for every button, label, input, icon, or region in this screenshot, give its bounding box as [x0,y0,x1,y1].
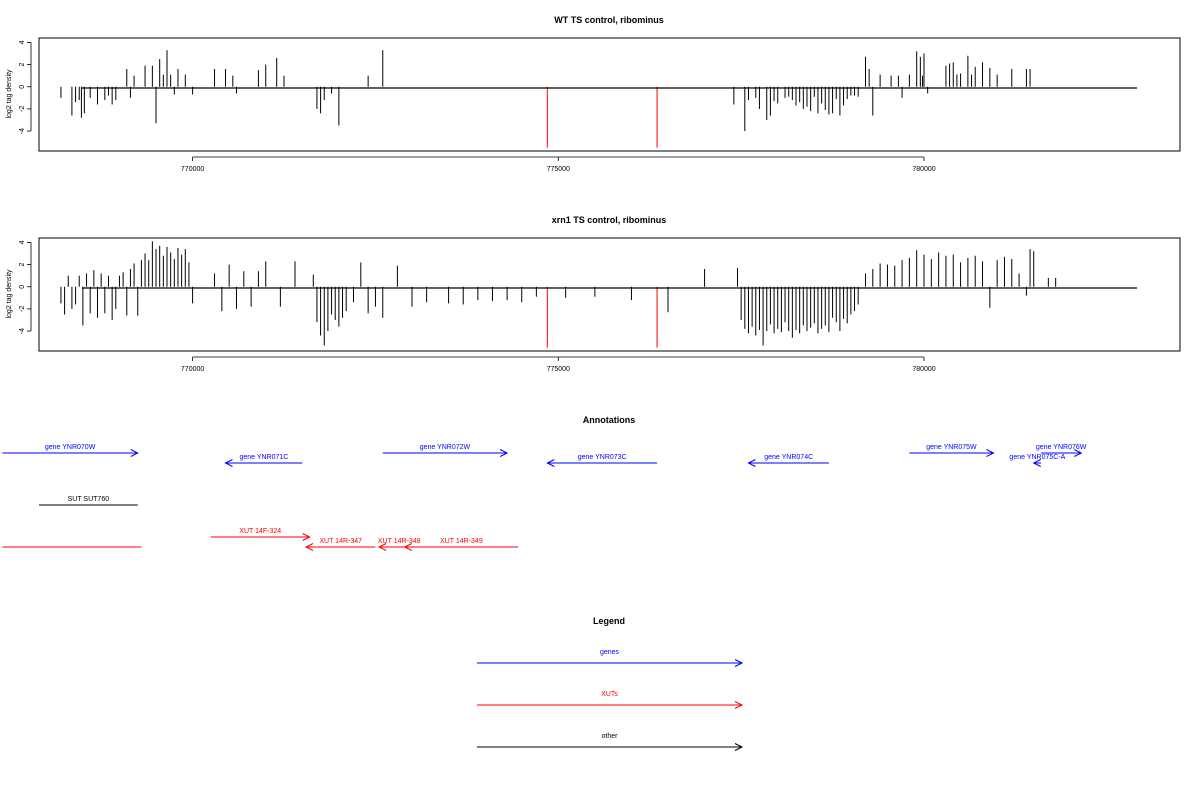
legend-label: other [602,733,619,740]
y-tick-label: 2 [19,263,26,267]
annotation-features: gene YNR070W gene YNR071C gene YNR072W gene… [2,444,1087,551]
arrow-left-icon [304,543,314,551]
legend-label: XUTs [601,691,618,698]
panel-title: xrn1 TS control, ribominus [552,215,667,225]
feature-label: gene YNR073C [578,454,627,461]
x-tick-label: 775000 [547,366,570,373]
x-tick-label: 780000 [912,366,935,373]
y-axis: -4 -2 0 2 4 [19,40,32,134]
arrow-left-icon [546,459,555,467]
arrow-right-icon [734,659,744,667]
y-tick-label: 0 [19,85,26,89]
annotations-title: Annotations [583,415,636,425]
x-tick-label: 780000 [912,166,935,173]
y-tick-label: -4 [19,328,26,334]
y-axis-label: log2 tag density [6,269,13,319]
feature-label: XUT 14R-349 [440,538,483,545]
x-axis: 770000 775000 780000 [181,156,936,173]
x-tick-label: 770000 [181,366,204,373]
feature-label: XUT 14R-348 [378,538,421,545]
arrow-right-icon [302,533,311,541]
plot-frame [38,237,1181,352]
feature-label: XUT 14F-324 [239,528,281,535]
legend-label: genes [600,649,620,656]
legend-title: Legend [593,616,625,626]
feature-label: gene YNR076W [1036,444,1087,451]
arrow-right-icon [1074,449,1083,457]
arrow-right-icon [734,701,744,709]
annotation-layer: gene YNR070W gene YNR071C gene YNR072W gene… [2,444,1087,551]
density-bars [60,241,1057,348]
feature-label: gene YNR071C [239,454,288,461]
feature-label: gene YNR070W [45,444,96,451]
wt-track-panel: WT TS control, ribominus log2 tag densit… [6,15,1181,173]
feature-label: gene YNR072W [420,444,471,451]
panel-title: WT TS control, ribominus [554,15,664,25]
arrow-left-icon [1032,459,1041,467]
arrow-left-icon [747,459,756,467]
feature-label: gene YNR075W [926,444,977,451]
y-tick-label: -4 [19,128,26,134]
arrow-left-icon [403,543,412,551]
density-bars [60,50,1031,148]
legend: Legend genes XUTs other [477,616,744,751]
y-tick-label: 4 [19,40,26,44]
arrow-right-icon [734,743,744,751]
x-tick-label: 775000 [547,166,570,173]
y-axis: -4 -2 0 2 4 [19,240,32,334]
feature-label: SUT SUT760 [68,496,110,503]
feature-label: gene YNR075C-A [1009,454,1065,461]
legend-entries: genes XUTs other [477,649,744,751]
arrow-right-icon [986,449,995,457]
xrn1-track-panel: xrn1 TS control, ribominus log2 tag dens… [6,215,1181,373]
feature-label: gene YNR074C [764,454,813,461]
y-tick-label: -2 [19,106,26,112]
feature-label: XUT 14R-347 [319,538,362,545]
arrow-right-icon [499,449,509,457]
arrow-right-icon [130,449,139,457]
plot-frame [38,37,1181,152]
x-axis: 770000 775000 780000 [181,356,936,373]
arrow-left-icon [224,459,233,467]
y-tick-label: 2 [19,63,26,67]
y-tick-label: -2 [19,306,26,312]
y-tick-label: 4 [19,240,26,244]
y-axis-label: log2 tag density [6,69,13,119]
y-tick-label: 0 [19,285,26,289]
x-tick-label: 770000 [181,166,204,173]
arrow-left-icon [377,543,387,551]
